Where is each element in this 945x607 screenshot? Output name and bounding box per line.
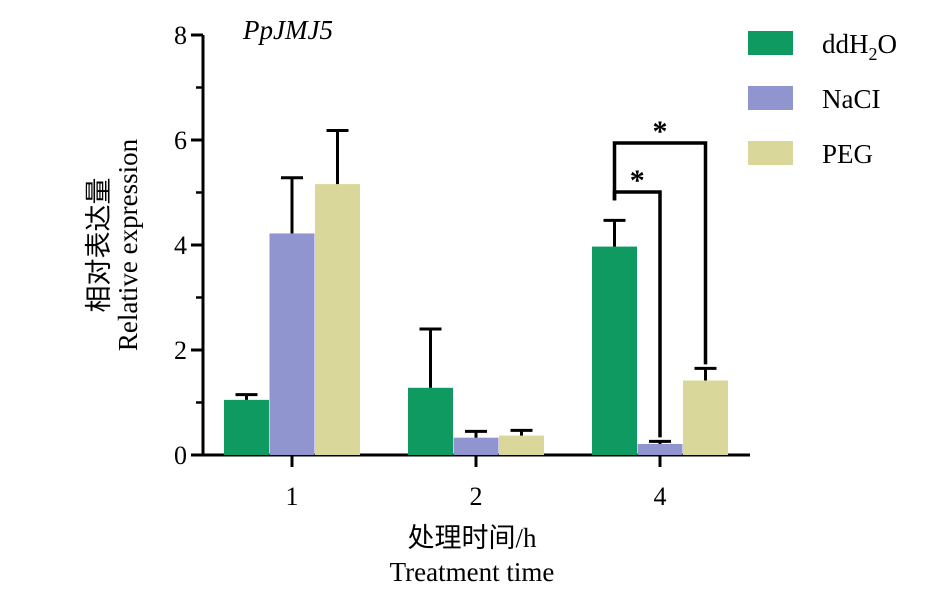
bar	[499, 435, 544, 455]
legend-swatch	[748, 31, 793, 55]
significance-brackets: **	[612, 115, 708, 438]
significance-star: *	[630, 164, 645, 197]
x-tick-label: 4	[654, 482, 667, 511]
legend-swatch	[748, 86, 793, 110]
y-axis: 0 2 4 6 8	[174, 21, 205, 470]
legend-swatch	[748, 141, 793, 165]
x-tick-label: 1	[286, 482, 299, 511]
x-axis-title-cn: 处理时间/h	[407, 523, 537, 553]
bar	[224, 399, 269, 455]
bar	[453, 437, 499, 455]
x-tick-label: 2	[470, 482, 483, 511]
bar	[592, 246, 637, 455]
bar	[408, 387, 453, 455]
y-axis-title: Relative expression	[113, 138, 143, 351]
significance-star: *	[653, 115, 668, 148]
legend-label: ddH2O	[822, 29, 897, 64]
y-tick-label: 8	[174, 21, 187, 50]
legend: ddH2O NaCI PEG	[748, 29, 897, 169]
x-axis-title: Treatment time	[390, 557, 555, 587]
bar	[683, 380, 728, 455]
x-axis: 1 2 4	[201, 453, 750, 511]
y-tick-label: 6	[174, 126, 187, 155]
legend-label: PEG	[822, 139, 873, 169]
y-tick-label: 4	[174, 231, 187, 260]
chart-title: PpJMJ5	[242, 15, 333, 45]
bars	[224, 129, 728, 455]
bar	[269, 233, 315, 455]
legend-label: NaCI	[822, 84, 880, 114]
y-tick-label: 2	[174, 336, 187, 365]
significance-bracket	[612, 141, 708, 365]
bar	[637, 443, 683, 455]
bar	[315, 184, 360, 455]
y-tick-label: 0	[174, 441, 187, 470]
y-axis-title-cn: 相对表达量	[84, 178, 114, 313]
